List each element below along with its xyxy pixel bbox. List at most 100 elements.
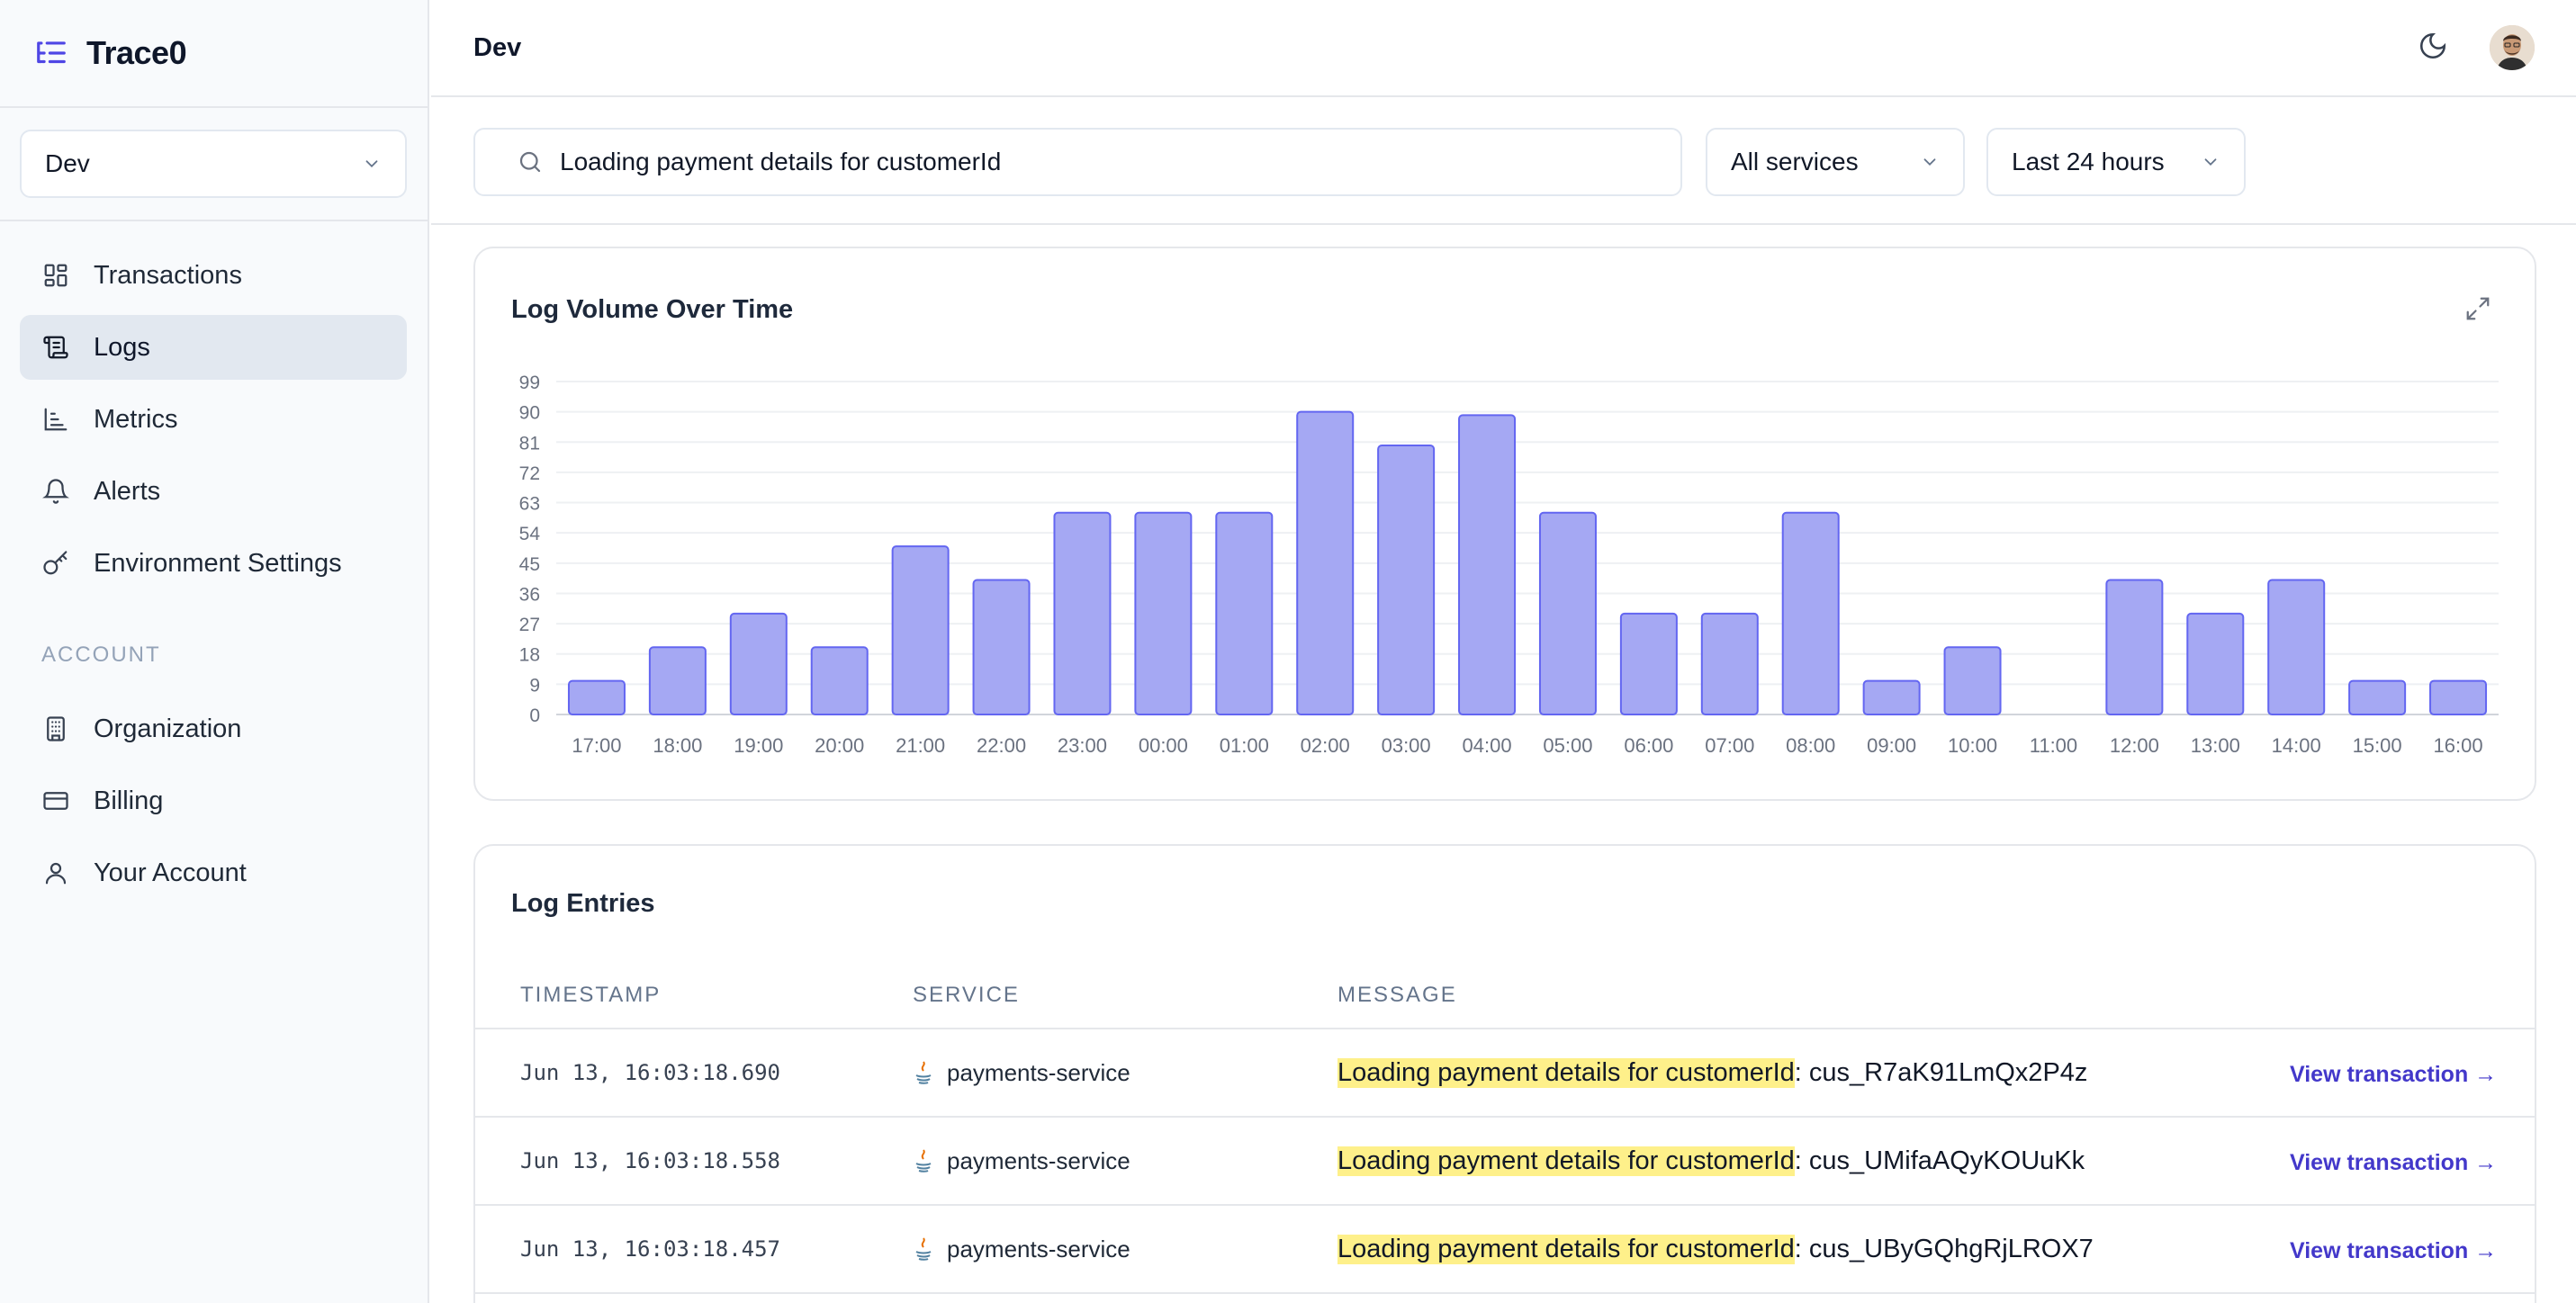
x-tick-label: 04:00: [1463, 734, 1512, 757]
sidebar-item-label: Your Account: [94, 858, 247, 887]
x-tick-label: 13:00: [2191, 734, 2240, 757]
row-timestamp: Jun 13, 16:03:18.558: [520, 1148, 780, 1173]
app-logo[interactable]: Trace0: [34, 31, 187, 76]
log-entries-card: Log Entries TIMESTAMP SERVICE MESSAGE Ju…: [473, 844, 2536, 1303]
chart-bar: [567, 679, 626, 715]
x-tick-label: 02:00: [1301, 734, 1350, 757]
x-tick-label: 17:00: [572, 734, 621, 757]
x-tick-label: 11:00: [2030, 734, 2077, 757]
column-header-service[interactable]: SERVICE: [913, 983, 1020, 1007]
row-service-name: payments-service: [947, 1058, 1130, 1086]
chart-bar: [1296, 410, 1355, 716]
sidebar-item-label: Logs: [94, 332, 150, 362]
service-select[interactable]: All services: [1706, 128, 1965, 196]
chart-bar: [1134, 511, 1193, 715]
row-service-name: payments-service: [947, 1146, 1130, 1174]
environment-select[interactable]: Dev: [20, 130, 407, 198]
chart-bar: [2429, 679, 2488, 715]
row-service-name: payments-service: [947, 1235, 1130, 1263]
sidebar: Trace0 Dev Transactions Logs Metrics: [0, 0, 429, 1303]
sidebar-item-billing[interactable]: Billing: [20, 768, 407, 833]
key-icon: [41, 549, 70, 578]
x-tick-label: 03:00: [1382, 734, 1431, 757]
chart-bar: [2348, 679, 2407, 715]
bell-icon: [41, 477, 70, 506]
column-header-timestamp[interactable]: TIMESTAMP: [520, 983, 662, 1007]
account-nav: Organization Billing Your Account: [20, 696, 407, 912]
x-tick-label: 08:00: [1786, 734, 1835, 757]
chart-bar: [1538, 511, 1597, 715]
column-header-message[interactable]: MESSAGE: [1338, 983, 1457, 1007]
row-message: Loading payment details for customerId: …: [1338, 1029, 2087, 1116]
chart-bar: [729, 612, 788, 715]
y-tick-label: 9: [529, 675, 540, 696]
x-tick-label: 09:00: [1867, 734, 1916, 757]
sidebar-item-metrics[interactable]: Metrics: [20, 387, 407, 452]
table-row[interactable]: Jun 13, 16:03:18.457 payments-service Lo…: [475, 1206, 2535, 1294]
list-tree-icon: [34, 36, 68, 70]
sidebar-item-label: Metrics: [94, 404, 178, 434]
sidebar-item-logs[interactable]: Logs: [20, 315, 407, 380]
message-rest: : cus_UMifaAQyKOUuKk: [1794, 1146, 2085, 1175]
scroll-icon: [41, 333, 70, 362]
row-timestamp: Jun 13, 16:03:18.690: [520, 1060, 780, 1085]
java-icon: [915, 1061, 932, 1084]
view-transaction-link[interactable]: View transaction →: [2290, 1149, 2498, 1175]
sidebar-item-label: Organization: [94, 714, 242, 743]
chart-bar: [1781, 511, 1840, 715]
y-tick-label: 72: [519, 463, 540, 484]
sidebar-item-label: Environment Settings: [94, 548, 342, 578]
chart-bar: [1619, 612, 1678, 715]
message-rest: : cus_R7aK91LmQx2P4z: [1794, 1057, 2088, 1087]
environment-value: Dev: [45, 149, 90, 177]
service-select-value: All services: [1731, 148, 1859, 175]
java-icon: [915, 1237, 932, 1261]
search-highlight: Loading payment details for customerId: [1338, 1234, 1795, 1264]
row-service: payments-service: [913, 1118, 1130, 1204]
chart-bar: [1053, 511, 1112, 715]
user-icon: [41, 858, 70, 887]
chart-bar: [891, 545, 950, 715]
y-tick-label: 99: [519, 373, 540, 393]
table-row[interactable]: Jun 13, 16:03:18.558 payments-service Lo…: [475, 1118, 2535, 1206]
filter-bar: Loading payment details for customerId A…: [431, 99, 2576, 225]
account-section-label: ACCOUNT: [41, 643, 161, 667]
sidebar-item-transactions[interactable]: Transactions: [20, 243, 407, 308]
search-input[interactable]: Loading payment details for customerId: [473, 128, 1682, 196]
avatar[interactable]: [2490, 25, 2535, 70]
sidebar-item-alerts[interactable]: Alerts: [20, 459, 407, 524]
y-tick-label: 63: [519, 494, 540, 515]
page-title: Dev: [473, 32, 522, 62]
chart-bar: [1215, 511, 1274, 715]
chart-bar: [972, 579, 1031, 715]
sidebar-item-organization[interactable]: Organization: [20, 696, 407, 761]
time-range-select[interactable]: Last 24 hours: [1986, 128, 2246, 196]
java-icon: [915, 1149, 932, 1173]
view-transaction-link[interactable]: View transaction →: [2290, 1061, 2498, 1087]
search-value: Loading payment details for customerId: [560, 148, 1002, 175]
view-transaction-link[interactable]: View transaction →: [2290, 1237, 2498, 1263]
x-tick-label: 14:00: [2272, 734, 2321, 757]
x-tick-label: 05:00: [1543, 734, 1592, 757]
x-tick-label: 12:00: [2110, 734, 2159, 757]
row-service: payments-service: [913, 1029, 1130, 1116]
x-tick-label: 07:00: [1705, 734, 1754, 757]
table-row[interactable]: Jun 13, 16:03:18.690 payments-service Lo…: [475, 1029, 2535, 1118]
x-tick-label: 10:00: [1948, 734, 1997, 757]
search-icon: [519, 151, 541, 173]
x-tick-label: 00:00: [1139, 734, 1188, 757]
moon-icon[interactable]: [2418, 31, 2448, 66]
message-rest: : cus_UByGQhgRjLROX7: [1794, 1234, 2094, 1263]
x-tick-label: 20:00: [815, 734, 864, 757]
x-tick-label: 18:00: [653, 734, 702, 757]
sidebar-divider: [0, 106, 429, 108]
expand-icon[interactable]: [2464, 295, 2491, 322]
sidebar-item-your-account[interactable]: Your Account: [20, 840, 407, 905]
x-tick-label: 06:00: [1624, 734, 1673, 757]
chart-bar: [1862, 679, 1921, 715]
sidebar-item-environment-settings[interactable]: Environment Settings: [20, 531, 407, 596]
x-tick-label: 19:00: [734, 734, 783, 757]
dashboard-icon: [41, 261, 70, 290]
x-tick-label: 16:00: [2434, 734, 2483, 757]
row-message: Loading payment details for customerId: …: [1338, 1118, 2085, 1204]
